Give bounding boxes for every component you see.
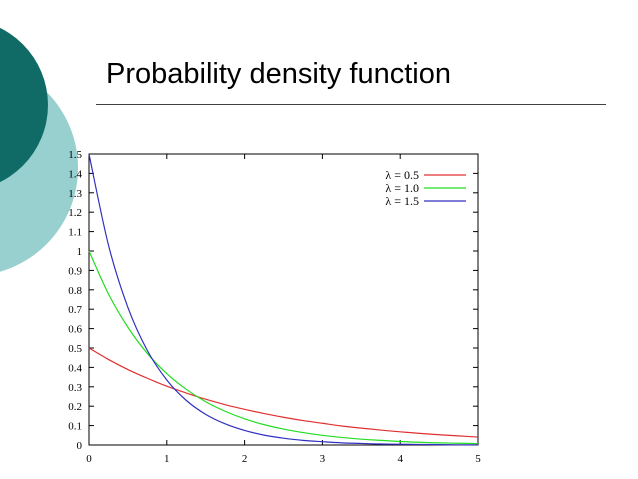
y-tick-label: 0.4 [68,362,82,374]
y-tick-label: 1 [77,246,83,258]
x-tick-label: 5 [475,453,481,465]
y-tick-label: 0.1 [68,421,82,433]
x-tick-label: 2 [242,453,248,465]
y-tick-label: 1.1 [68,227,82,239]
y-tick-label: 0 [77,440,83,452]
title-divider [96,104,606,105]
decorative-circle-dark [0,27,48,183]
y-tick-label: 0.5 [68,343,82,355]
legend-label-3: λ = 1.5 [385,194,419,208]
y-tick-label: 1.5 [68,149,82,161]
x-tick-label: 3 [320,453,326,465]
legend-label-2: λ = 1.0 [385,181,419,195]
x-tick-label: 1 [164,453,170,465]
series-line-3 [88,153,479,446]
x-tick-label: 4 [397,453,403,465]
slide-title: Probability density function [106,58,451,90]
legend-label-1: λ = 0.5 [385,168,419,182]
y-tick-label: 1.2 [68,207,82,219]
y-tick-label: 0.3 [68,382,82,394]
plot-frame [88,153,479,446]
y-tick-label: 0.6 [68,324,82,336]
series-line-1 [88,347,479,438]
series-line-2 [88,250,479,445]
x-tick-label: 0 [86,453,92,465]
y-tick-label: 0.8 [68,285,82,297]
y-tick-label: 0.2 [68,401,82,413]
y-tick-label: 1.3 [68,188,82,200]
y-tick-label: 0.9 [68,265,82,277]
y-tick-label: 1.4 [68,168,82,180]
y-tick-label: 0.7 [68,304,82,316]
